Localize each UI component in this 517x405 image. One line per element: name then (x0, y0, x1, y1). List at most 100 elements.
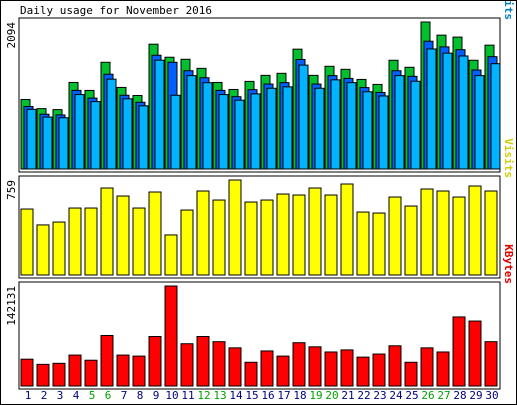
bar (474, 75, 485, 170)
bar (212, 199, 226, 276)
bar (58, 117, 69, 170)
bar (100, 334, 114, 387)
x-tick-label: 14 (229, 389, 243, 402)
bar (292, 342, 306, 387)
bar (388, 345, 402, 387)
x-tick-label: 24 (389, 389, 403, 402)
bar (116, 195, 130, 276)
x-tick-label: 8 (137, 389, 144, 402)
x-tick-label: 21 (341, 389, 354, 402)
bar (180, 209, 194, 276)
x-tick-label: 1 (25, 389, 32, 402)
bar (308, 346, 322, 387)
bar (20, 358, 34, 387)
x-tick-label: 23 (373, 389, 386, 402)
bar (20, 208, 34, 276)
bar (436, 190, 450, 276)
legend: Visits (502, 138, 515, 178)
bar (132, 355, 146, 387)
y-max-label: 2094 (5, 22, 18, 49)
x-tick-label: 27 (437, 389, 450, 402)
bar (90, 101, 101, 170)
bar (202, 82, 213, 170)
bar (468, 320, 482, 387)
bar (42, 116, 53, 170)
bar (426, 48, 437, 170)
bar (154, 59, 165, 170)
bar (170, 94, 181, 170)
bar (298, 64, 309, 170)
bar (394, 75, 405, 170)
y-max-label: 142131 (5, 286, 18, 326)
bar (346, 82, 357, 170)
bar (410, 80, 421, 170)
bar (84, 359, 98, 387)
bar (84, 207, 98, 276)
bar (68, 354, 82, 387)
bar (420, 347, 434, 387)
x-tick-label: 4 (73, 389, 80, 402)
legend: KBytes (502, 244, 515, 284)
bar (250, 93, 261, 170)
bar (122, 98, 133, 170)
bar (452, 196, 466, 276)
x-tick-label: 30 (485, 389, 498, 402)
bar (244, 361, 258, 387)
bar (340, 183, 354, 276)
x-tick-label: 10 (165, 389, 178, 402)
bar (36, 363, 50, 387)
bar (308, 187, 322, 276)
bar (484, 341, 498, 387)
bar (314, 87, 325, 170)
bar (260, 199, 274, 276)
bar (490, 63, 501, 170)
x-tick-label: 2 (41, 389, 48, 402)
bar (266, 87, 277, 170)
bar (52, 221, 66, 276)
bar (404, 205, 418, 276)
bar (196, 190, 210, 276)
panel (18, 175, 501, 279)
bar (458, 55, 469, 170)
legend: Pages/Files/Hits (502, 0, 515, 20)
bar (218, 94, 229, 170)
bar (340, 349, 354, 387)
panel (18, 281, 501, 390)
bar (330, 79, 341, 170)
x-tick-label: 16 (261, 389, 274, 402)
bar (276, 355, 290, 387)
x-tick-label: 12 (197, 389, 210, 402)
bar (52, 362, 66, 387)
bar (356, 356, 370, 387)
bar (74, 94, 85, 170)
bar (388, 196, 402, 276)
bar (164, 234, 178, 276)
bar (484, 190, 498, 276)
x-tick-label: 18 (293, 389, 306, 402)
bar (132, 207, 146, 276)
x-tick-label: 19 (309, 389, 322, 402)
x-tick-label: 7 (121, 389, 128, 402)
bar (212, 341, 226, 387)
bar (116, 354, 130, 387)
bar (378, 95, 389, 170)
x-tick-label: 22 (357, 389, 370, 402)
x-tick-label: 25 (405, 389, 418, 402)
bar (362, 91, 373, 170)
chart-title: Daily usage for November 2016 (20, 4, 212, 17)
bar (442, 52, 453, 170)
bar (324, 194, 338, 276)
x-tick-label: 6 (105, 389, 112, 402)
bar (148, 336, 162, 387)
bar (324, 351, 338, 387)
bar (282, 86, 293, 170)
x-tick-label: 17 (277, 389, 290, 402)
bar (68, 207, 82, 276)
x-tick-label: 20 (325, 389, 338, 402)
bar (138, 105, 149, 170)
bar (106, 78, 117, 170)
bar (420, 188, 434, 276)
bar (186, 75, 197, 170)
bar (356, 211, 370, 276)
